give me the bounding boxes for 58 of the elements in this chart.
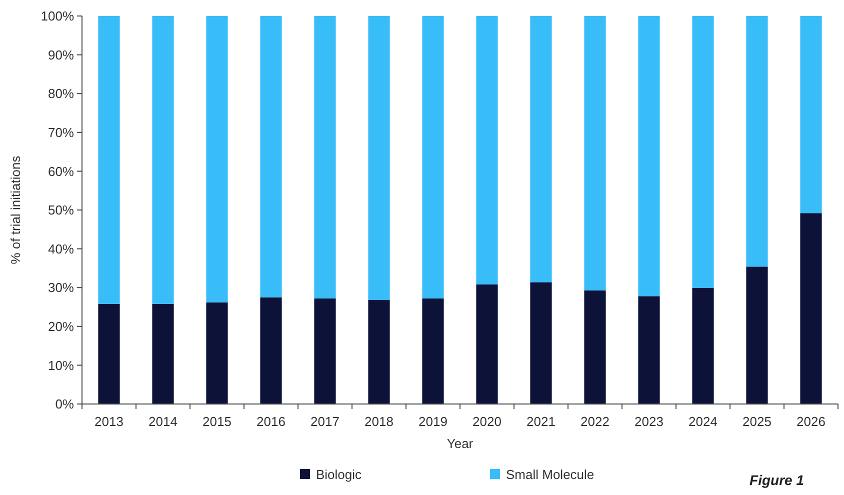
bar	[692, 16, 714, 288]
y-axis-title: % of trial initiations	[8, 155, 23, 264]
bar	[638, 16, 660, 296]
bar	[476, 16, 498, 284]
x-tick-label: 2018	[364, 414, 394, 429]
x-tick-label: 2022	[580, 414, 610, 429]
legend-label: Biologic	[316, 467, 362, 482]
x-tick-label: 2016	[256, 414, 286, 429]
bar	[98, 304, 120, 404]
bar	[476, 284, 498, 404]
x-tick-label: 2023	[634, 414, 664, 429]
y-tick-label: 100%	[40, 8, 74, 24]
y-tick-label: 40%	[48, 241, 74, 256]
bar	[152, 16, 174, 304]
y-tick-label: 0%	[55, 396, 74, 412]
bar	[800, 16, 822, 214]
bar	[530, 16, 552, 282]
bar	[422, 298, 444, 404]
bar	[368, 300, 390, 404]
x-tick-label: 2024	[688, 414, 718, 429]
legend-label: Small Molecule	[506, 467, 594, 482]
bar	[314, 16, 336, 298]
x-tick-label: 2025	[742, 414, 772, 429]
x-tick-label: 2020	[472, 414, 502, 429]
x-tick-label: 2013	[94, 414, 124, 429]
x-tick-label: 2021	[526, 414, 556, 429]
bar	[746, 16, 768, 267]
x-tick-label: 2015	[202, 414, 232, 429]
y-tick-label: 90%	[48, 47, 74, 62]
bar	[692, 288, 714, 404]
x-axis-title: Year	[446, 436, 474, 451]
x-tick-label: 2019	[418, 414, 448, 429]
bar	[746, 266, 768, 404]
bar	[584, 16, 606, 290]
bar	[260, 297, 282, 404]
y-tick-label: 60%	[48, 164, 74, 179]
bar	[584, 290, 606, 404]
x-tick-label: 2017	[310, 414, 340, 429]
y-tick-label: 70%	[48, 124, 74, 140]
bar	[368, 16, 390, 300]
bar	[530, 282, 552, 404]
bar	[800, 213, 822, 404]
x-tick-label: 2026	[796, 414, 826, 429]
bar	[98, 16, 120, 304]
bar	[206, 16, 228, 302]
y-tick-label: 30%	[48, 280, 74, 296]
bar	[260, 16, 282, 298]
bar	[314, 298, 336, 404]
y-tick-label: 50%	[48, 202, 74, 218]
y-tick-label: 10%	[48, 358, 74, 373]
bar	[206, 302, 228, 404]
bar	[638, 296, 660, 404]
x-tick-label: 2014	[148, 414, 178, 429]
bar	[422, 16, 444, 298]
caption: Figure 1	[750, 472, 804, 488]
y-tick-label: 20%	[48, 318, 74, 334]
bar	[152, 304, 174, 404]
y-tick-label: 80%	[48, 86, 74, 102]
